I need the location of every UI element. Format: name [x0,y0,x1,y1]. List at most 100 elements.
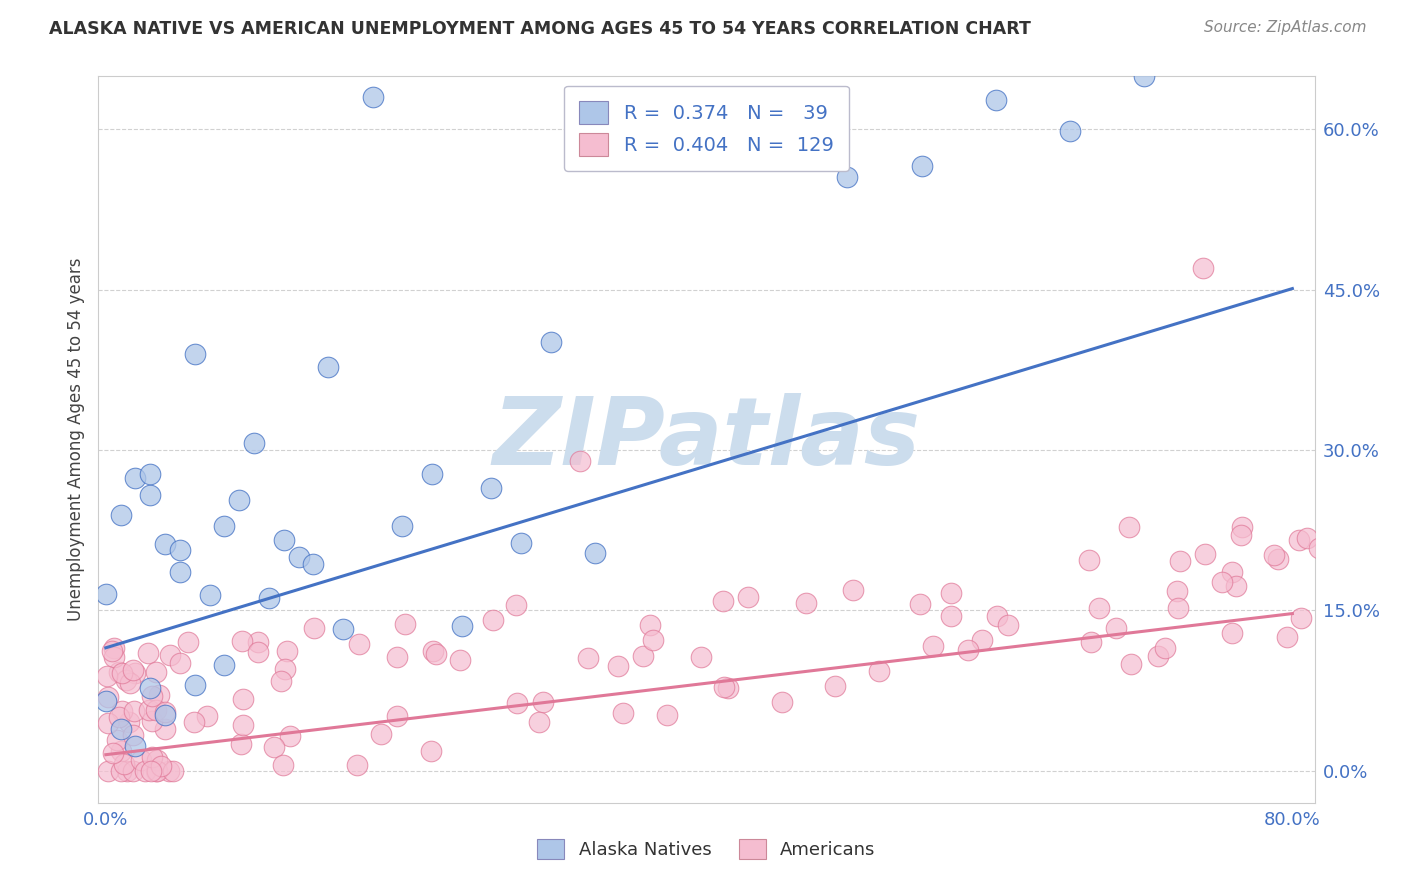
Point [96,668,118,682]
Point [332,623,354,637]
Point [420,467,443,482]
Point [450,618,472,632]
Point [246,645,269,659]
Point [302,557,325,571]
Text: ALASKA NATIVE VS AMERICAN UNEMPLOYMENT AMONG AGES 45 TO 54 YEARS CORRELATION CHA: ALASKA NATIVE VS AMERICAN UNEMPLOYMENT A… [49,20,1031,37]
Point [385,709,408,723]
Point [139,467,162,481]
Point [481,481,503,495]
Point [273,533,295,548]
Point [997,618,1019,632]
Point [713,681,735,695]
Point [155,722,177,736]
Point [243,435,266,450]
Point [124,666,146,681]
Point [183,715,205,730]
Point [1225,579,1247,593]
Point [131,753,153,767]
Point [184,346,207,360]
Point [97,716,120,731]
Point [145,665,167,679]
Point [1078,552,1101,566]
Point [1146,649,1168,664]
Point [583,546,606,560]
Point [103,650,125,665]
Point [506,696,529,710]
Point [1220,626,1243,640]
Point [97,764,120,778]
Point [606,659,628,673]
Point [157,764,180,778]
Legend: Alaska Natives, Americans: Alaska Natives, Americans [530,832,883,866]
Y-axis label: Unemployment Among Ages 45 to 54 years: Unemployment Among Ages 45 to 54 years [66,258,84,621]
Point [1105,621,1128,635]
Point [643,633,665,648]
Point [169,565,191,579]
Point [1118,520,1140,534]
Point [153,708,176,723]
Point [770,694,793,708]
Point [121,663,143,677]
Point [1308,541,1330,555]
Point [1220,565,1243,579]
Point [124,739,146,753]
Point [910,159,932,173]
Point [146,753,169,767]
Point [1275,630,1298,644]
Point [1230,528,1253,542]
Point [110,508,132,522]
Point [108,710,131,724]
Point [110,722,132,736]
Point [118,714,141,729]
Point [110,764,132,778]
Point [422,644,444,658]
Point [1267,552,1289,566]
Point [271,757,294,772]
Point [385,650,408,665]
Point [124,471,146,485]
Point [111,666,134,681]
Point [278,729,301,743]
Point [228,493,250,508]
Point [232,717,254,731]
Point [711,594,734,608]
Point [270,673,292,688]
Point [103,641,125,656]
Point [841,583,863,598]
Point [318,359,340,374]
Point [612,706,634,720]
Point [139,488,162,502]
Point [159,648,181,663]
Point [737,591,759,605]
Point [690,650,713,665]
Point [370,727,392,741]
Point [169,657,191,671]
Point [1166,584,1188,599]
Point [134,764,156,778]
Point [420,744,443,758]
Point [97,690,120,704]
Point [640,618,662,632]
Point [148,688,170,702]
Point [482,614,505,628]
Point [101,644,124,658]
Point [276,644,298,658]
Point [449,653,471,667]
Point [110,744,132,758]
Point [1167,600,1189,615]
Point [941,586,963,600]
Point [1133,69,1156,83]
Point [527,714,550,729]
Point [214,519,236,533]
Point [972,633,994,648]
Point [1119,657,1142,671]
Point [195,708,218,723]
Point [105,732,128,747]
Point [655,707,678,722]
Point [1080,635,1102,649]
Point [510,536,533,550]
Point [957,643,980,657]
Point [145,764,167,778]
Point [1168,554,1191,568]
Point [231,633,253,648]
